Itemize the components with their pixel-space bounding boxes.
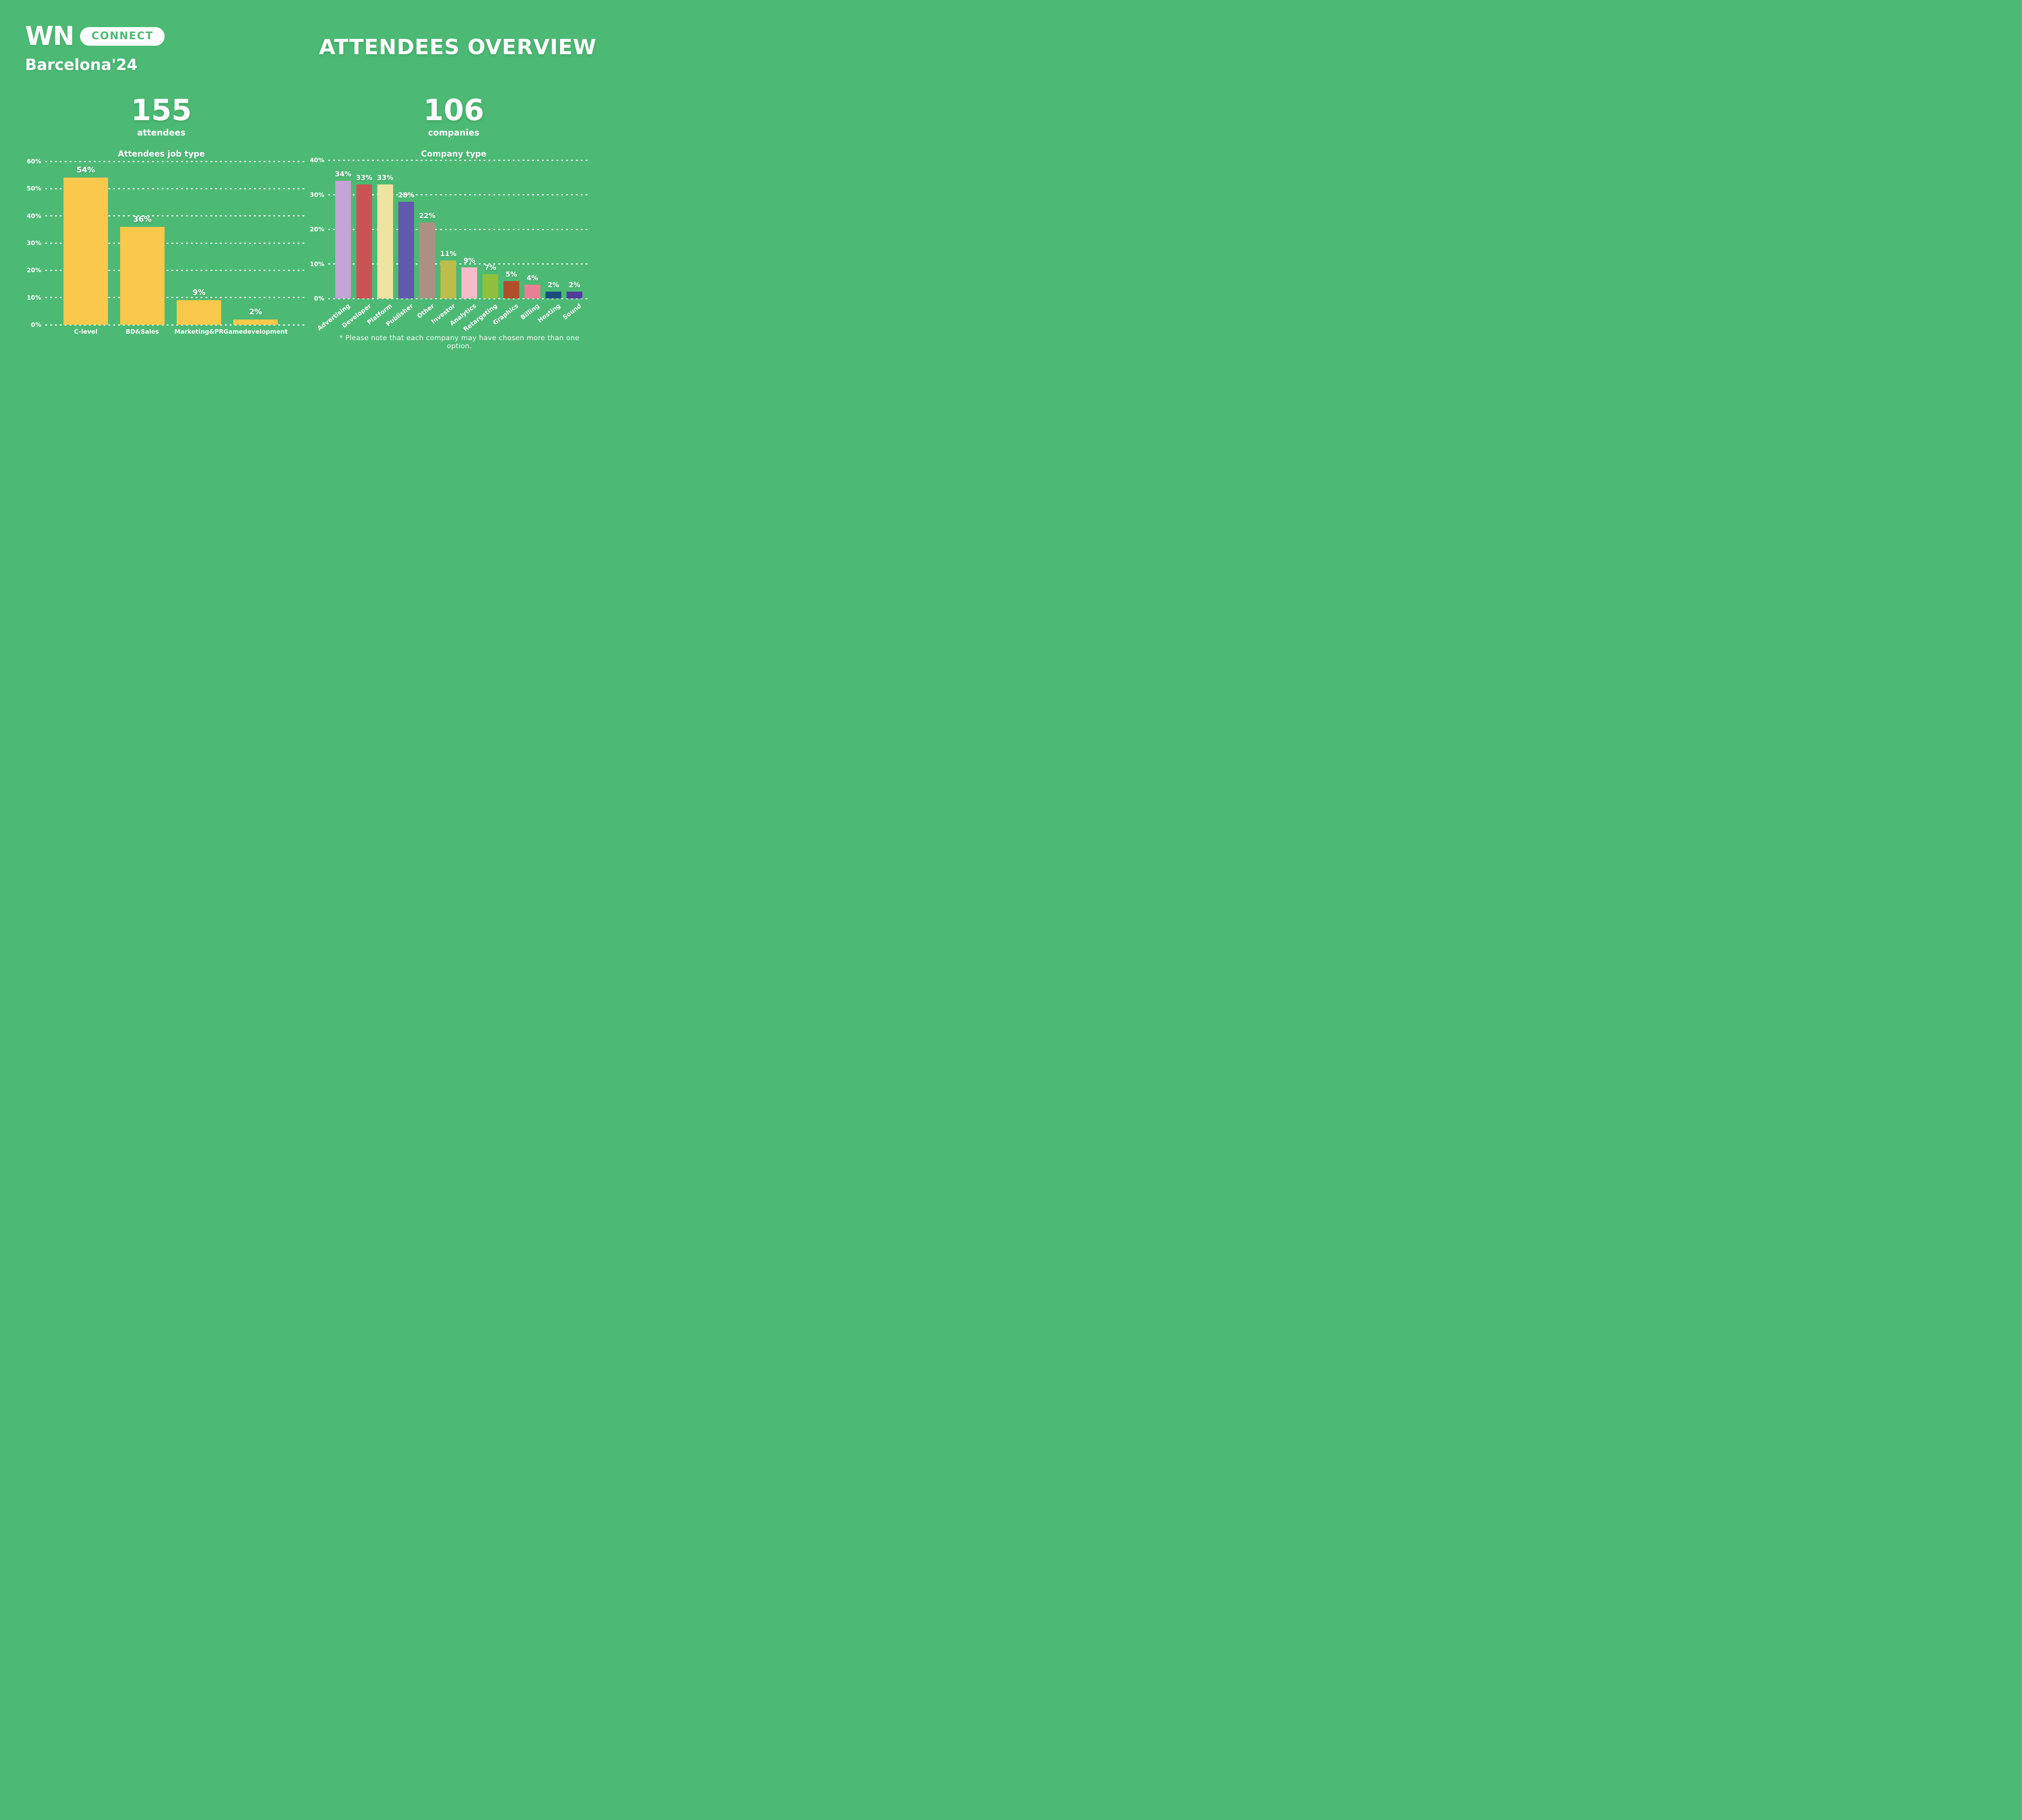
bar-developer: [356, 184, 372, 298]
bar-analytics: [461, 267, 477, 298]
gridline-10pct: [45, 297, 305, 298]
bar-c-level: [63, 178, 108, 325]
attendees-count-label: attendees: [137, 128, 186, 138]
gridline-30pct: [45, 242, 305, 244]
bar-retargeting: [482, 274, 498, 298]
ytick-label-20pct: 20%: [310, 226, 324, 233]
bar-billing: [525, 284, 540, 298]
ytick-label-40pct: 40%: [310, 157, 324, 164]
value-label-publisher: 28%: [398, 191, 415, 199]
page-title: ATTENDEES OVERVIEW: [319, 35, 597, 59]
value-label-other: 22%: [419, 212, 436, 220]
attendees-count: 155: [131, 93, 192, 127]
ytick-label-10pct: 10%: [27, 294, 41, 301]
gridline-0pct: [328, 298, 590, 299]
gridline-20pct: [45, 269, 305, 271]
gridline-20pct: [328, 229, 590, 230]
bar-marketing-pr: [177, 300, 221, 325]
value-label-graphics: 5%: [506, 271, 517, 279]
bar-advertising: [335, 181, 351, 298]
ytick-label-40pct: 40%: [27, 212, 41, 220]
ytick-label-20pct: 20%: [27, 267, 41, 274]
value-label-developer: 33%: [356, 174, 372, 182]
gridline-40pct: [328, 159, 590, 161]
gridline-30pct: [328, 194, 590, 195]
value-label-marketing-pr: 9%: [192, 288, 206, 297]
bar-platform: [377, 184, 393, 298]
ytick-label-30pct: 30%: [27, 239, 41, 247]
gridline-40pct: [45, 215, 305, 217]
bar-hosting: [546, 291, 561, 298]
value-label-platform: 33%: [377, 174, 393, 182]
category-label-bd-sales: BD&Sales: [125, 328, 159, 335]
ytick-label-30pct: 30%: [310, 191, 324, 199]
ytick-label-0pct: 0%: [314, 295, 324, 302]
category-label-gamedevelopment: Gamedevelopment: [223, 328, 288, 335]
left-chart-title: Attendees job type: [118, 149, 205, 159]
gridline-50pct: [45, 188, 305, 189]
value-label-bd-sales: 36%: [133, 214, 152, 224]
bar-sound: [567, 291, 582, 298]
value-label-investor: 11%: [440, 250, 457, 258]
bar-graphics: [503, 281, 519, 298]
connect-badge: CONNECT: [80, 27, 165, 46]
companies-count-label: companies: [428, 128, 480, 138]
value-label-retargeting: 7%: [484, 264, 496, 272]
ytick-label-50pct: 50%: [27, 185, 41, 193]
category-label-marketing-pr: Marketing&PR: [174, 328, 224, 335]
right-chart-title: Company type: [421, 149, 486, 159]
bar-gamedevelopment: [233, 319, 278, 325]
infographic-canvas: WN CONNECT Barcelona'24 ATTENDEES OVERVI…: [0, 0, 634, 357]
value-label-billing: 4%: [527, 274, 538, 282]
footnote: * Please note that each company may have…: [339, 334, 580, 350]
bar-publisher: [398, 201, 414, 298]
event-name: Barcelona'24: [25, 56, 137, 74]
value-label-hosting: 2%: [548, 281, 559, 289]
value-label-advertising: 34%: [335, 170, 351, 179]
bar-bd-sales: [120, 226, 165, 325]
companies-stat: 106 companies: [373, 95, 535, 138]
value-label-analytics: 9%: [463, 257, 475, 265]
value-label-gamedevelopment: 2%: [249, 307, 262, 316]
wn-logo: WN: [25, 21, 74, 51]
companies-count: 106: [423, 93, 484, 127]
ytick-label-60pct: 60%: [27, 158, 41, 165]
ytick-label-0pct: 0%: [31, 321, 41, 328]
attendees-stat: 155 attendees: [80, 95, 242, 138]
gridline-0pct: [45, 324, 305, 326]
value-label-c-level: 54%: [76, 165, 95, 175]
ytick-label-10pct: 10%: [310, 260, 324, 268]
bar-other: [419, 222, 435, 298]
value-label-sound: 2%: [569, 281, 580, 289]
logo: WN CONNECT: [25, 23, 165, 49]
gridline-60pct: [45, 161, 305, 162]
gridline-10pct: [328, 263, 590, 265]
bar-investor: [440, 260, 456, 298]
category-label-c-level: C-level: [74, 328, 97, 335]
